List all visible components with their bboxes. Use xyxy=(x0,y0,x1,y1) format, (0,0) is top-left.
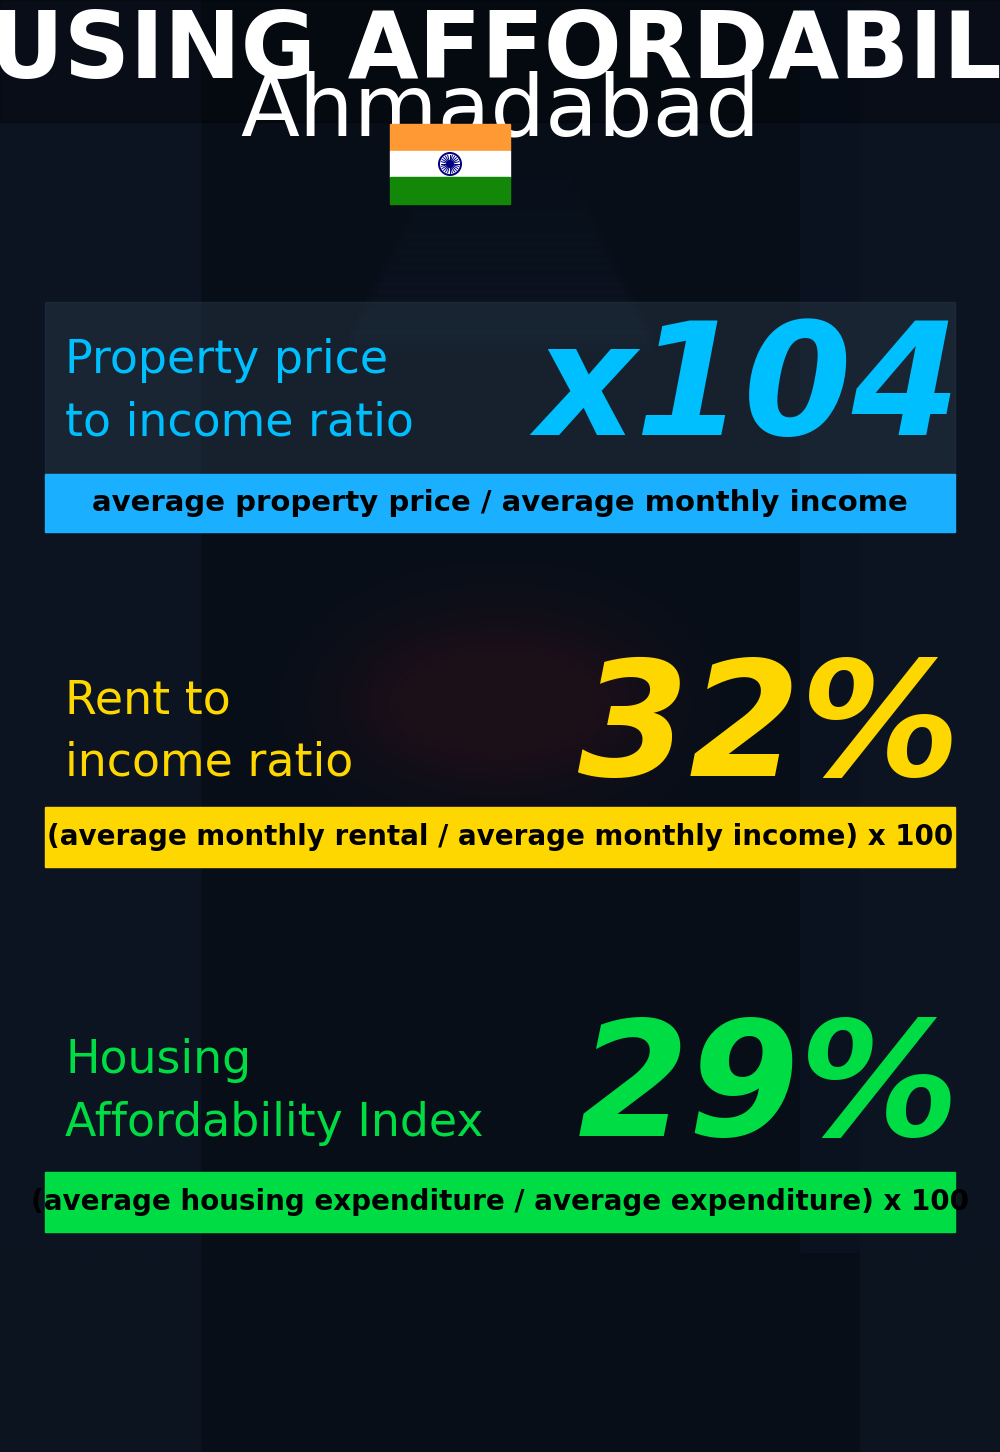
Bar xyxy=(450,131,550,150)
Bar xyxy=(446,138,554,158)
Text: (average monthly rental / average monthly income) x 100: (average monthly rental / average monthl… xyxy=(47,823,953,851)
Bar xyxy=(90,0,150,1452)
Bar xyxy=(970,0,1000,1452)
Bar xyxy=(800,0,1000,1252)
Bar xyxy=(434,163,566,182)
Bar xyxy=(45,807,955,867)
Bar xyxy=(426,179,574,197)
Bar xyxy=(418,195,582,213)
Bar xyxy=(0,0,90,1452)
Bar xyxy=(860,0,920,1452)
Bar xyxy=(386,258,614,277)
Bar xyxy=(45,1172,955,1231)
Text: (average housing expenditure / average expenditure) x 100: (average housing expenditure / average e… xyxy=(31,1188,969,1215)
Text: Housing
Affordability Index: Housing Affordability Index xyxy=(65,1038,484,1146)
Bar xyxy=(378,274,622,293)
Text: Rent to
income ratio: Rent to income ratio xyxy=(65,678,353,786)
Circle shape xyxy=(438,152,462,176)
Bar xyxy=(414,202,586,222)
Bar xyxy=(402,227,598,245)
Bar xyxy=(390,177,510,203)
Bar xyxy=(354,322,646,343)
Bar xyxy=(0,0,200,1252)
Bar xyxy=(406,218,594,238)
Bar xyxy=(438,154,562,174)
Bar xyxy=(390,123,510,151)
Text: Ahmadabad: Ahmadabad xyxy=(240,71,760,154)
Bar xyxy=(422,186,578,206)
Text: average property price / average monthly income: average property price / average monthly… xyxy=(92,489,908,517)
Circle shape xyxy=(440,154,460,174)
Circle shape xyxy=(446,160,454,168)
Bar xyxy=(442,147,558,166)
Bar xyxy=(430,170,570,190)
Bar xyxy=(366,298,634,318)
Bar xyxy=(410,211,590,229)
Bar xyxy=(358,314,642,334)
Bar xyxy=(0,0,1000,122)
Bar xyxy=(462,106,538,126)
Bar xyxy=(454,122,546,142)
Text: HOUSING AFFORDABILITY: HOUSING AFFORDABILITY xyxy=(0,7,1000,97)
Bar xyxy=(382,266,618,286)
Bar xyxy=(920,0,970,1452)
Bar xyxy=(390,151,510,177)
Bar xyxy=(362,306,638,327)
Bar xyxy=(45,473,955,531)
Text: 29%: 29% xyxy=(578,1015,960,1169)
Bar xyxy=(350,330,650,350)
Text: x104: x104 xyxy=(535,317,960,468)
Text: 32%: 32% xyxy=(578,655,960,810)
Bar xyxy=(466,97,534,118)
Bar xyxy=(370,290,630,309)
Bar xyxy=(394,242,606,261)
Bar xyxy=(398,234,602,254)
Bar xyxy=(390,250,610,270)
Bar xyxy=(374,282,626,302)
Bar xyxy=(45,302,955,531)
Text: Property price
to income ratio: Property price to income ratio xyxy=(65,338,414,446)
Bar xyxy=(458,115,542,134)
Bar xyxy=(150,0,200,1452)
